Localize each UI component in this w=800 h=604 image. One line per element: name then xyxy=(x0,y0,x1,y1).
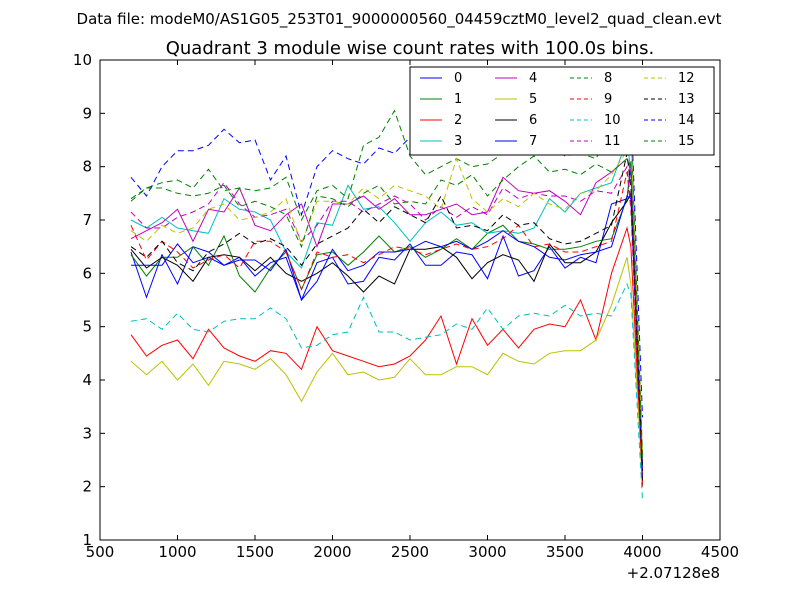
legend-label-0: 0 xyxy=(454,71,462,86)
series-line-4 xyxy=(130,157,643,471)
plot-frame xyxy=(99,59,721,541)
series-line-12 xyxy=(130,131,643,455)
y-tick-label: 4 xyxy=(82,371,92,389)
y-tick-label: 8 xyxy=(82,158,92,176)
series-line-5 xyxy=(130,257,643,482)
legend-label-10: 10 xyxy=(604,113,621,128)
y-tick-label: 1 xyxy=(82,531,92,549)
legend-label-8: 8 xyxy=(604,71,612,86)
x-tick-label: 2000 xyxy=(313,543,351,561)
series-line-10 xyxy=(130,282,643,501)
x-axis-offset-label: +2.07128e8 xyxy=(627,564,720,582)
y-tick-label: 7 xyxy=(82,211,92,229)
series-line-2 xyxy=(130,226,643,482)
legend-label-5: 5 xyxy=(529,92,537,107)
x-tick-label: 4000 xyxy=(623,543,661,561)
y-tick-label: 5 xyxy=(82,318,92,336)
legend-label-13: 13 xyxy=(678,92,695,107)
y-tick-label: 3 xyxy=(82,424,92,442)
series-line-13 xyxy=(130,153,643,471)
series-line-6 xyxy=(130,193,643,482)
x-tick-label: 4500 xyxy=(701,543,739,561)
series-line-7 xyxy=(131,195,643,477)
y-tick-label: 9 xyxy=(82,104,92,122)
y-tick-label: 10 xyxy=(73,51,92,69)
x-tick-label: 1500 xyxy=(236,543,274,561)
series-line-0 xyxy=(130,166,643,466)
legend-label-2: 2 xyxy=(454,113,462,128)
y-tick-label: 2 xyxy=(82,478,92,496)
data-file-label: Data file: modeM0/AS1G05_253T01_90000005… xyxy=(77,10,722,29)
x-tick-label: 500 xyxy=(86,543,115,561)
legend-label-14: 14 xyxy=(678,113,695,128)
x-tick-label: 2500 xyxy=(391,543,429,561)
legend-box xyxy=(409,66,715,156)
series-line-15 xyxy=(130,155,643,461)
legend-label-15: 15 xyxy=(678,134,695,149)
series-line-11 xyxy=(130,165,643,461)
x-tick-label: 3000 xyxy=(468,543,506,561)
x-tick-label: 1000 xyxy=(158,543,196,561)
legend-label-4: 4 xyxy=(529,71,537,86)
series-line-9 xyxy=(130,171,643,487)
chart-title: Quadrant 3 module wise count rates with … xyxy=(166,38,655,59)
legend-label-3: 3 xyxy=(454,134,462,149)
legend-label-6: 6 xyxy=(529,113,537,128)
legend-label-9: 9 xyxy=(604,92,612,107)
y-tick-labels: 1 2 3 4 5 6 7 8 9 10 xyxy=(73,51,92,549)
legend-label-12: 12 xyxy=(678,71,695,86)
y-tick-label: 6 xyxy=(82,264,92,282)
legend-label-11: 11 xyxy=(604,134,621,149)
legend-label-1: 1 xyxy=(454,92,462,107)
x-tick-labels: 500 1000 1500 2000 2500 3000 3500 4000 4500 xyxy=(86,543,739,561)
legend-label-7: 7 xyxy=(529,134,537,149)
x-tick-label: 3500 xyxy=(546,543,584,561)
